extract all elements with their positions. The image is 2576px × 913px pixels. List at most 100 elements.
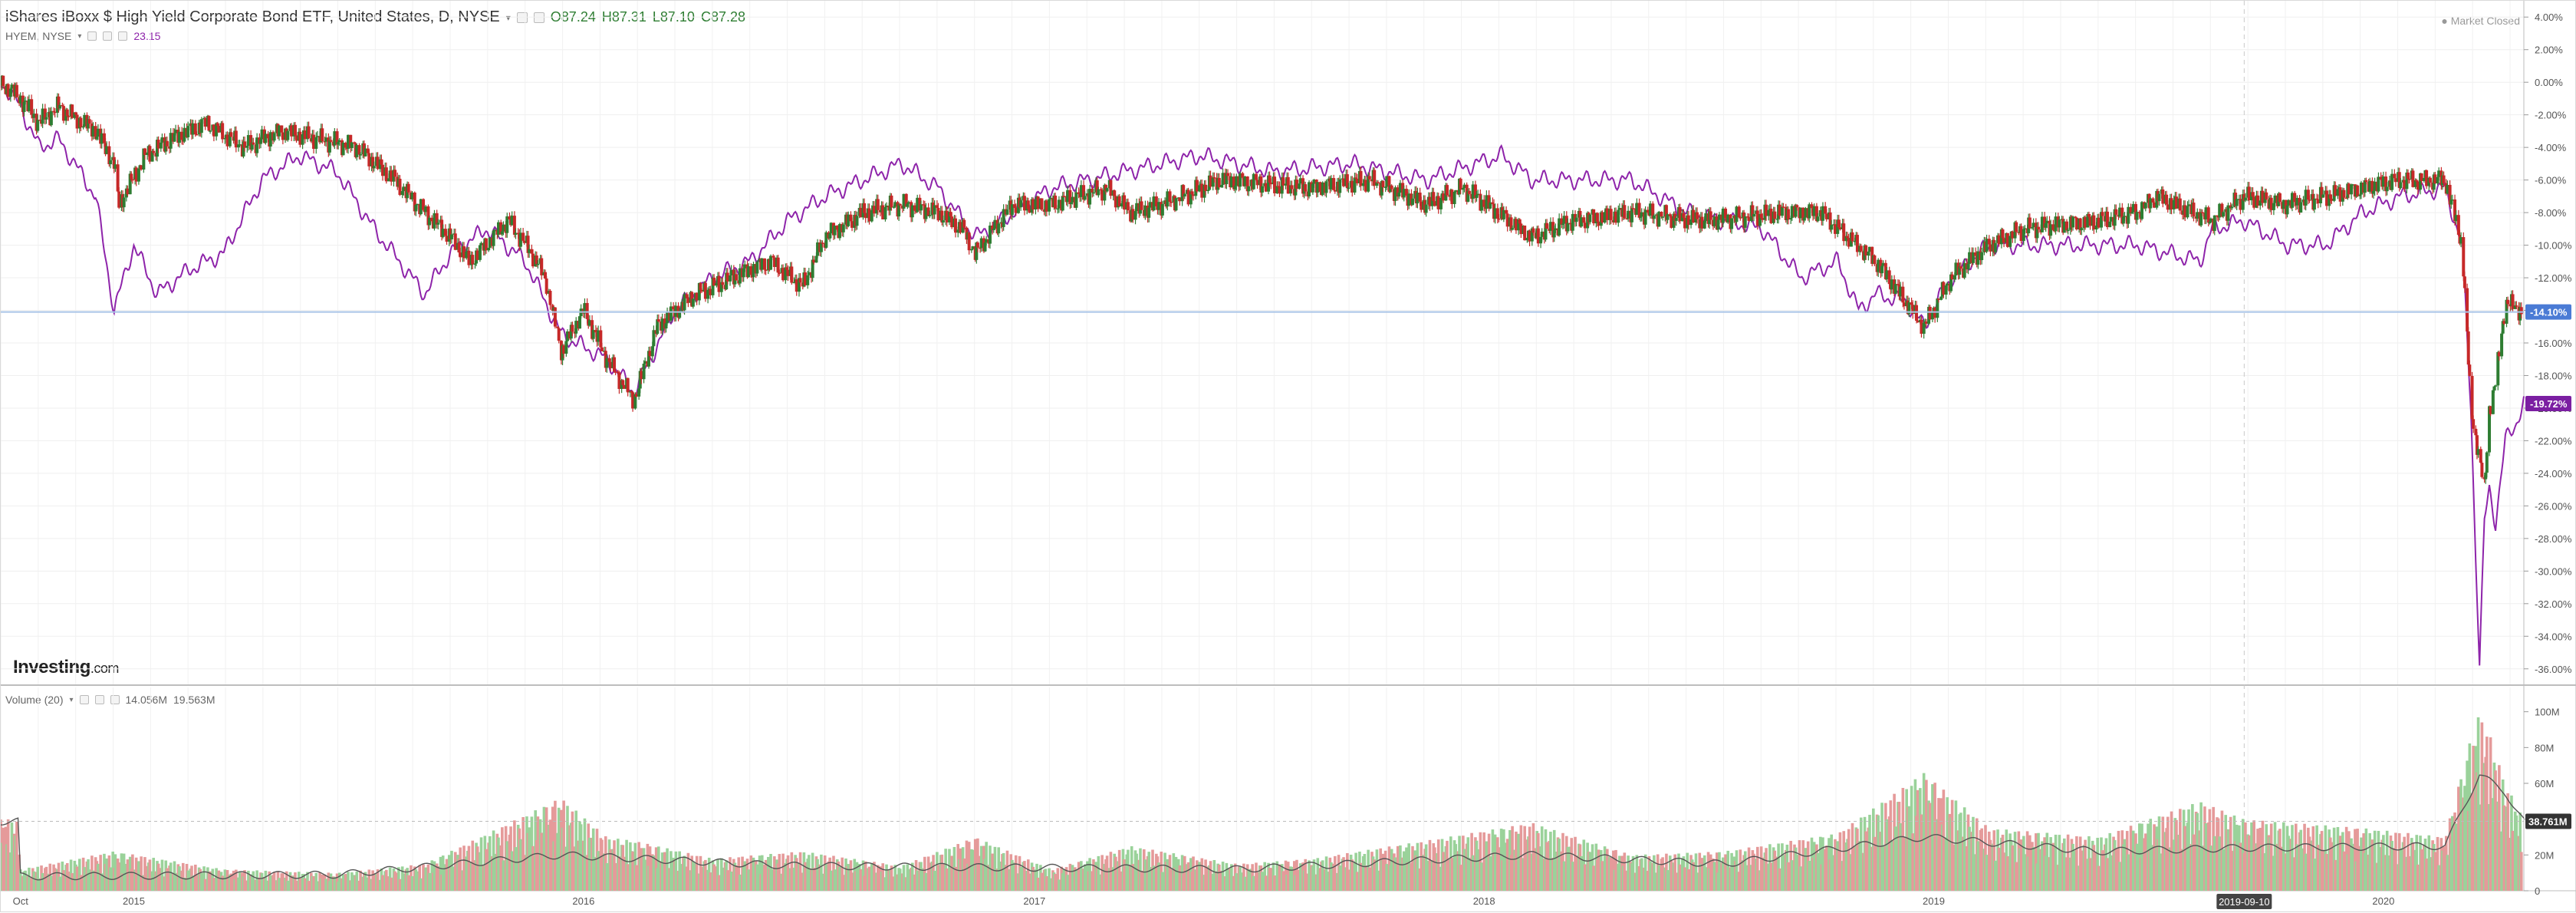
candle-body — [683, 294, 686, 311]
volume-bar — [709, 872, 712, 891]
volume-ma-badge-text: 38.761M — [2528, 816, 2568, 828]
candle-body — [414, 205, 418, 212]
candle-body — [535, 255, 538, 265]
volume-bar — [1946, 797, 1949, 891]
candle-body — [2466, 288, 2469, 331]
volume-bar — [1674, 872, 1678, 891]
candle-body — [1789, 218, 1793, 220]
volume-chevron-icon[interactable]: ▾ — [69, 695, 74, 704]
candle-body — [372, 166, 376, 169]
volume-bar — [820, 854, 823, 891]
compare-settings-icon[interactable] — [103, 31, 113, 41]
candle-body — [52, 110, 56, 113]
candle-body — [2251, 192, 2255, 197]
candle-body — [1821, 206, 1824, 221]
candle-body — [2212, 215, 2216, 231]
candle-body — [945, 210, 949, 222]
compare-chevron-icon[interactable]: ▾ — [77, 31, 82, 41]
candle-body — [195, 133, 199, 136]
candle-body — [87, 119, 91, 124]
candle-body — [126, 188, 130, 195]
candle-body — [587, 320, 591, 326]
candle-body — [1133, 211, 1137, 220]
candle-body — [812, 259, 816, 263]
volume-bar — [1976, 841, 1980, 891]
volume-bar — [1436, 839, 1440, 891]
candle-body — [1308, 182, 1311, 197]
volume-bar — [2463, 786, 2466, 891]
price-tick-label: -16.00% — [2535, 338, 2572, 349]
candle-body — [152, 150, 156, 153]
volume-visibility-icon[interactable] — [79, 695, 89, 704]
candle-body — [1595, 213, 1599, 222]
volume-bar — [1290, 866, 1294, 891]
volume-bar — [2096, 837, 2099, 891]
volume-bar — [376, 869, 380, 891]
candle-body — [991, 226, 995, 230]
candle-body — [1332, 178, 1336, 190]
candle-body — [156, 140, 160, 149]
candle-body — [717, 276, 721, 292]
candle-body — [956, 229, 960, 233]
candle-body — [892, 206, 896, 208]
volume-settings-icon[interactable] — [94, 695, 104, 704]
candle-body — [1383, 186, 1387, 188]
volume-bar — [1804, 848, 1808, 891]
volume-bar — [272, 872, 276, 891]
candle-body — [321, 128, 324, 141]
candle-body — [1100, 190, 1104, 201]
volume-bar — [202, 866, 206, 891]
volume-bar — [385, 869, 388, 891]
candle-body — [1816, 216, 1820, 222]
compare-close-icon[interactable] — [118, 31, 128, 41]
volume-bar — [1355, 872, 1359, 891]
candle-body — [735, 274, 739, 281]
volume-bar — [1324, 856, 1328, 891]
candle-body — [804, 272, 808, 285]
time-tick-label: 2018 — [1473, 895, 1495, 907]
volume-bar — [666, 848, 669, 891]
volume-bar — [1798, 840, 1801, 891]
candle-body — [1342, 178, 1346, 186]
volume-bar — [1715, 852, 1719, 891]
candle-body — [380, 159, 383, 165]
candle-body — [678, 311, 682, 318]
candle-body — [1428, 196, 1432, 206]
compare-visibility-icon[interactable] — [87, 31, 97, 41]
volume-bar — [1584, 864, 1587, 891]
volume-bar — [928, 862, 932, 891]
candle-body — [75, 114, 79, 129]
candle-body — [2500, 333, 2504, 357]
volume-bar — [410, 875, 414, 891]
candle-body — [1853, 240, 1857, 242]
volume-bar — [1834, 839, 1837, 891]
volume-bar — [2347, 831, 2351, 891]
candle-body — [1824, 213, 1828, 219]
candle-body — [137, 168, 140, 182]
volume-bar — [1135, 853, 1138, 891]
candle-body — [2293, 193, 2297, 203]
volume-bar — [617, 856, 621, 891]
candle-body — [1692, 209, 1696, 223]
candle-body — [493, 229, 497, 232]
volume-bar — [2403, 836, 2406, 891]
volume-bar — [1221, 862, 1225, 891]
candle-body — [1974, 252, 1978, 256]
candle-body — [2043, 216, 2047, 228]
candle-body — [881, 205, 885, 219]
volume-bar — [97, 863, 100, 891]
volume-bar — [876, 865, 880, 891]
candle-body — [1407, 193, 1411, 206]
volume-bar — [341, 874, 345, 891]
candle-body — [341, 142, 345, 156]
volume-close-icon[interactable] — [110, 695, 120, 704]
volume-bar — [1390, 849, 1393, 891]
candle-body — [867, 208, 871, 222]
volume-bar — [544, 807, 548, 891]
price-tick-label: -2.00% — [2535, 110, 2567, 121]
volume-bar — [790, 852, 794, 891]
candle-body — [2278, 193, 2282, 203]
candle-body — [87, 119, 90, 129]
candle-body — [1775, 219, 1779, 220]
